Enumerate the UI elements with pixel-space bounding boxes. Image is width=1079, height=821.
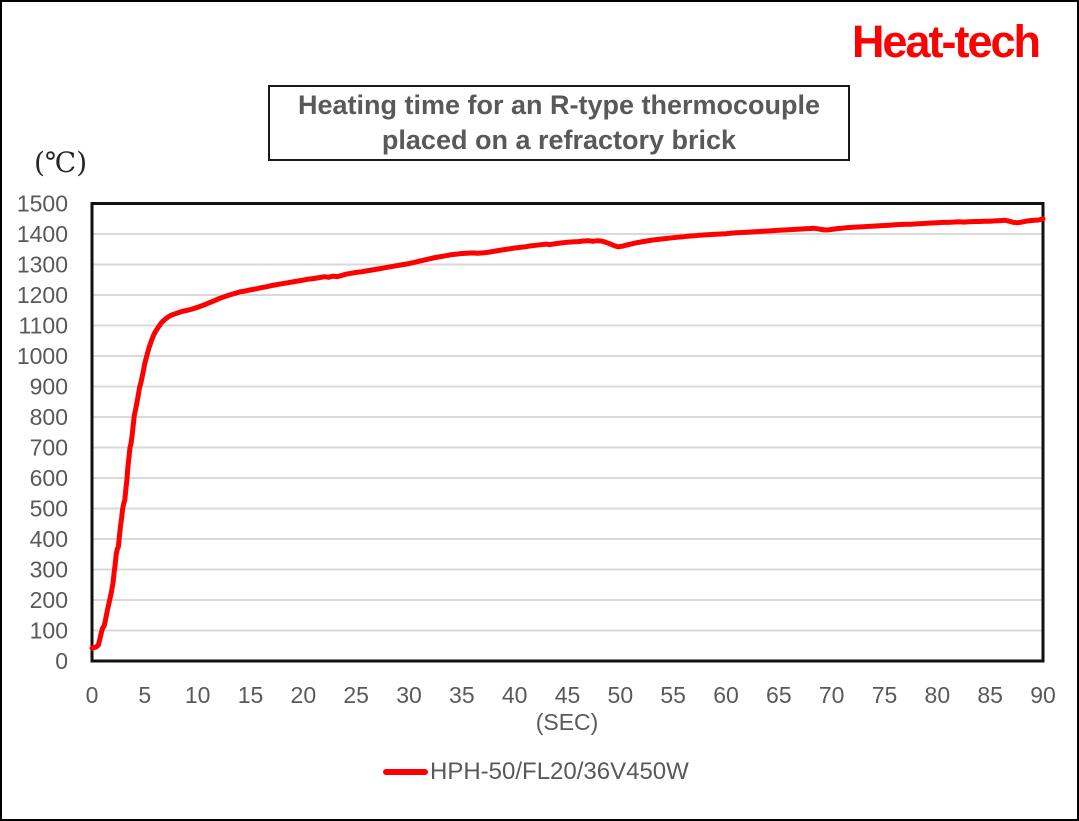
x-tick-label: 15 (238, 682, 264, 708)
y-tick-label: 100 (30, 618, 68, 644)
y-tick-label: 500 (30, 496, 68, 522)
y-tick-label: 200 (30, 587, 68, 613)
y-axis-unit-label: (℃) (34, 146, 88, 179)
x-tick-label: 65 (766, 682, 792, 708)
plot-border (90, 202, 1045, 663)
legend-series-label: HPH-50/FL20/36V450W (430, 758, 689, 785)
y-tick-label: 700 (30, 435, 68, 461)
x-tick-label: 90 (1030, 682, 1056, 708)
x-tick-label: 75 (872, 682, 898, 708)
x-tick-label: 0 (86, 682, 99, 708)
y-tick-label: 1200 (17, 282, 68, 308)
y-tick-label: 0 (55, 648, 68, 674)
y-tick-label: 900 (30, 374, 68, 400)
x-tick-label: 80 (925, 682, 951, 708)
y-tick-label: 1400 (17, 221, 68, 247)
x-tick-label: 10 (185, 682, 211, 708)
y-tick-label: 800 (30, 404, 68, 430)
chart-legend: HPH-50/FL20/36V450W (383, 758, 689, 786)
x-axis-unit-label: (SEC) (535, 709, 599, 735)
x-tick-label: 55 (660, 682, 686, 708)
x-tick-label: 60 (713, 682, 739, 708)
chart-title-line1: Heating time for an R-type thermocouple (297, 90, 821, 120)
series-line (89, 216, 1046, 651)
x-tick-label: 25 (343, 682, 369, 708)
x-tick-label: 40 (502, 682, 528, 708)
y-tick-label: 1500 (17, 191, 68, 217)
x-tick-label: 85 (977, 682, 1003, 708)
x-tick-label: 45 (555, 682, 581, 708)
y-tick-label: 1300 (17, 252, 68, 278)
x-tick-label: 30 (396, 682, 422, 708)
y-tick-label: 1100 (19, 313, 68, 339)
chart-title-box: Heating time for an R-type thermocouple … (268, 85, 850, 161)
y-tick-label: 300 (30, 557, 68, 583)
legend-line-swatch (383, 769, 428, 775)
x-tick-label: 20 (291, 682, 317, 708)
x-tick-label: 50 (608, 682, 634, 708)
chart-title-line2: placed on a refractory brick (381, 125, 737, 155)
x-tick-label: 35 (449, 682, 475, 708)
x-tick-label: 5 (138, 682, 151, 708)
heat-tech-logo: Heat-tech (851, 16, 1041, 67)
y-tick-label: 400 (30, 526, 68, 552)
y-tick-label: 1000 (17, 343, 68, 369)
y-tick-label: 600 (30, 465, 68, 491)
x-tick-label: 70 (819, 682, 845, 708)
